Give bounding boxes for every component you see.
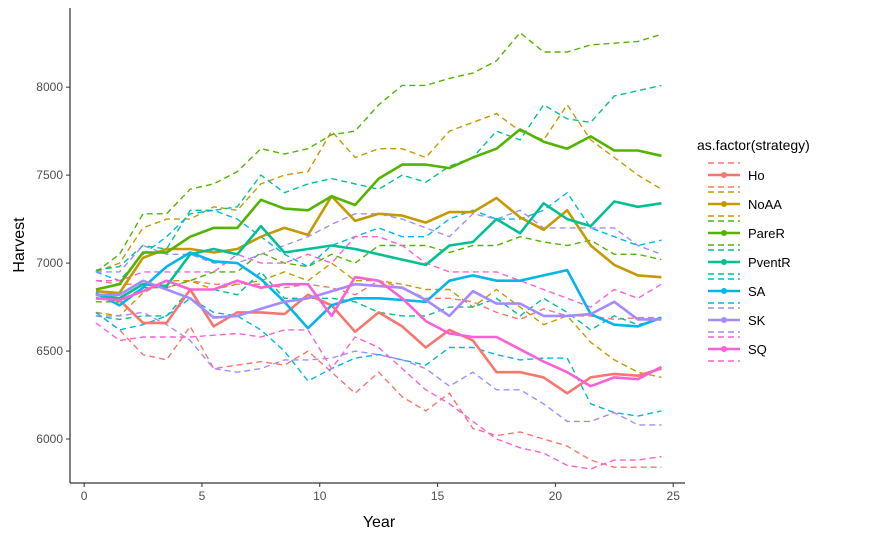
legend-item-NoAA: NoAA — [708, 191, 782, 217]
series-SQ-lower-line — [95, 322, 662, 470]
legend-label: SQ — [748, 342, 767, 357]
y-tick-label: 8000 — [36, 80, 63, 94]
series-NoAA-upper-line — [95, 103, 662, 273]
series-PventR-mean-line — [95, 200, 662, 300]
y-axis-title: Harvest — [11, 217, 28, 273]
y-tick-label: 7000 — [36, 256, 63, 270]
x-tick-label: 20 — [549, 489, 563, 503]
series-SQ-mean-line — [95, 275, 663, 388]
y-tick-label: 6000 — [36, 432, 63, 446]
series-SA-mean-line — [95, 251, 662, 330]
series-SK-upper-line — [95, 209, 662, 273]
series-SA-upper-line — [95, 191, 662, 282]
legend-key-point — [721, 201, 727, 207]
plot-area — [95, 31, 663, 470]
series-NoAA-mean-line — [95, 194, 662, 295]
x-tick-label: 5 — [199, 489, 206, 503]
legend-item-SQ: SQ — [708, 336, 767, 362]
legend-label: Ho — [748, 168, 765, 183]
series-Ho-lower-line — [95, 311, 662, 468]
legend-title: as.factor(strategy) — [697, 137, 810, 153]
legend-label: PareR — [748, 226, 785, 241]
legend-item-Ho: Ho — [708, 162, 765, 188]
series-SQ-upper-line — [95, 235, 662, 308]
x-tick-label: 0 — [81, 489, 88, 503]
series-PventR-upper-line — [95, 84, 662, 271]
legend-label: PventR — [748, 255, 791, 270]
legend-key-point — [721, 288, 727, 294]
legend-key-point — [721, 346, 727, 352]
series-SK-mean-line — [95, 279, 662, 321]
legend-key-point — [721, 172, 727, 178]
x-tick-label: 10 — [313, 489, 327, 503]
series-SA-lower-line — [95, 297, 662, 417]
legend: as.factor(strategy) Ho NoAA PareR PventR SA S… — [697, 137, 810, 362]
axes: 0 5 10 15 20 25 6000 6500 7000 7500 8000 — [36, 8, 685, 503]
legend-key-point — [721, 230, 727, 236]
x-tick-label: 15 — [431, 489, 445, 503]
legend-item-SA: SA — [708, 278, 766, 304]
x-tick-label: 25 — [667, 489, 681, 503]
legend-item-PventR: PventR — [708, 249, 791, 275]
legend-key-point — [721, 317, 727, 323]
legend-label: SA — [748, 284, 766, 299]
y-tick-label: 6500 — [36, 344, 63, 358]
series-PareR-mean-line — [95, 128, 662, 291]
series-SK-lower-line — [95, 311, 662, 426]
legend-item-SK: SK — [708, 307, 766, 333]
legend-key-point — [721, 259, 727, 265]
legend-label: NoAA — [748, 197, 782, 212]
series-PareR-lower-line — [95, 235, 662, 303]
y-tick-label: 7500 — [36, 168, 63, 182]
x-axis-title: Year — [363, 514, 396, 531]
legend-label: SK — [748, 313, 766, 328]
legend-item-PareR: PareR — [708, 220, 785, 246]
series-PareR-upper-line — [95, 31, 662, 273]
